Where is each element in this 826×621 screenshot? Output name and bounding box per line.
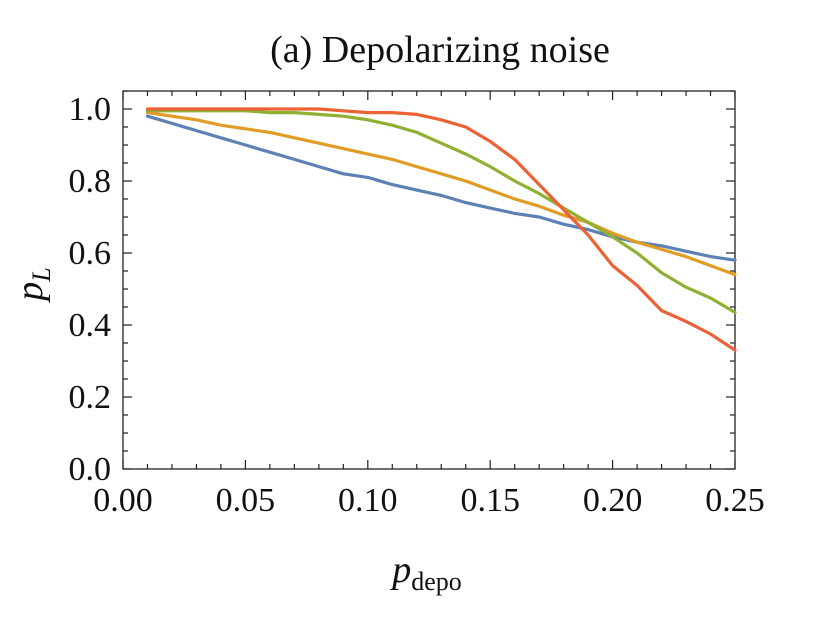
y-axis-label-sub: L	[27, 267, 56, 282]
series-line-blue	[145, 114, 737, 262]
y-tick-label: 0.4	[69, 307, 112, 344]
y-tick-labels: 0.0 0.2 0.4 0.6 0.8 1.0	[69, 91, 112, 488]
y-tick-label: 0.2	[69, 379, 112, 416]
x-tick-label: 0.10	[338, 482, 398, 519]
series-line-green	[145, 109, 737, 314]
x-tick-labels: 0.00 0.05 0.10 0.15 0.20 0.25	[93, 482, 765, 519]
series-line-red	[145, 107, 737, 352]
y-tick-label: 0.6	[69, 235, 112, 272]
y-axis-label-main: p	[9, 282, 51, 304]
x-tick-label: 0.25	[705, 482, 765, 519]
series-line-yellow	[145, 110, 737, 277]
x-axis-label-sub: depo	[411, 567, 462, 596]
x-tick-label: 0.20	[583, 482, 643, 519]
chart-title: (a) Depolarizing noise	[270, 29, 610, 71]
minor-ticks	[122, 90, 736, 470]
x-axis-label: pdepo	[389, 549, 462, 596]
y-tick-label: 1.0	[69, 91, 112, 128]
y-tick-label: 0.8	[69, 163, 112, 200]
series-group	[145, 107, 737, 352]
y-tick-label: 0.0	[69, 451, 112, 488]
x-axis-label-main: p	[389, 549, 411, 591]
x-tick-label: 0.15	[460, 482, 520, 519]
x-tick-label: 0.00	[93, 482, 153, 519]
y-axis-label: pL	[9, 267, 56, 303]
plot-frame	[122, 90, 736, 470]
x-tick-label: 0.05	[216, 482, 276, 519]
